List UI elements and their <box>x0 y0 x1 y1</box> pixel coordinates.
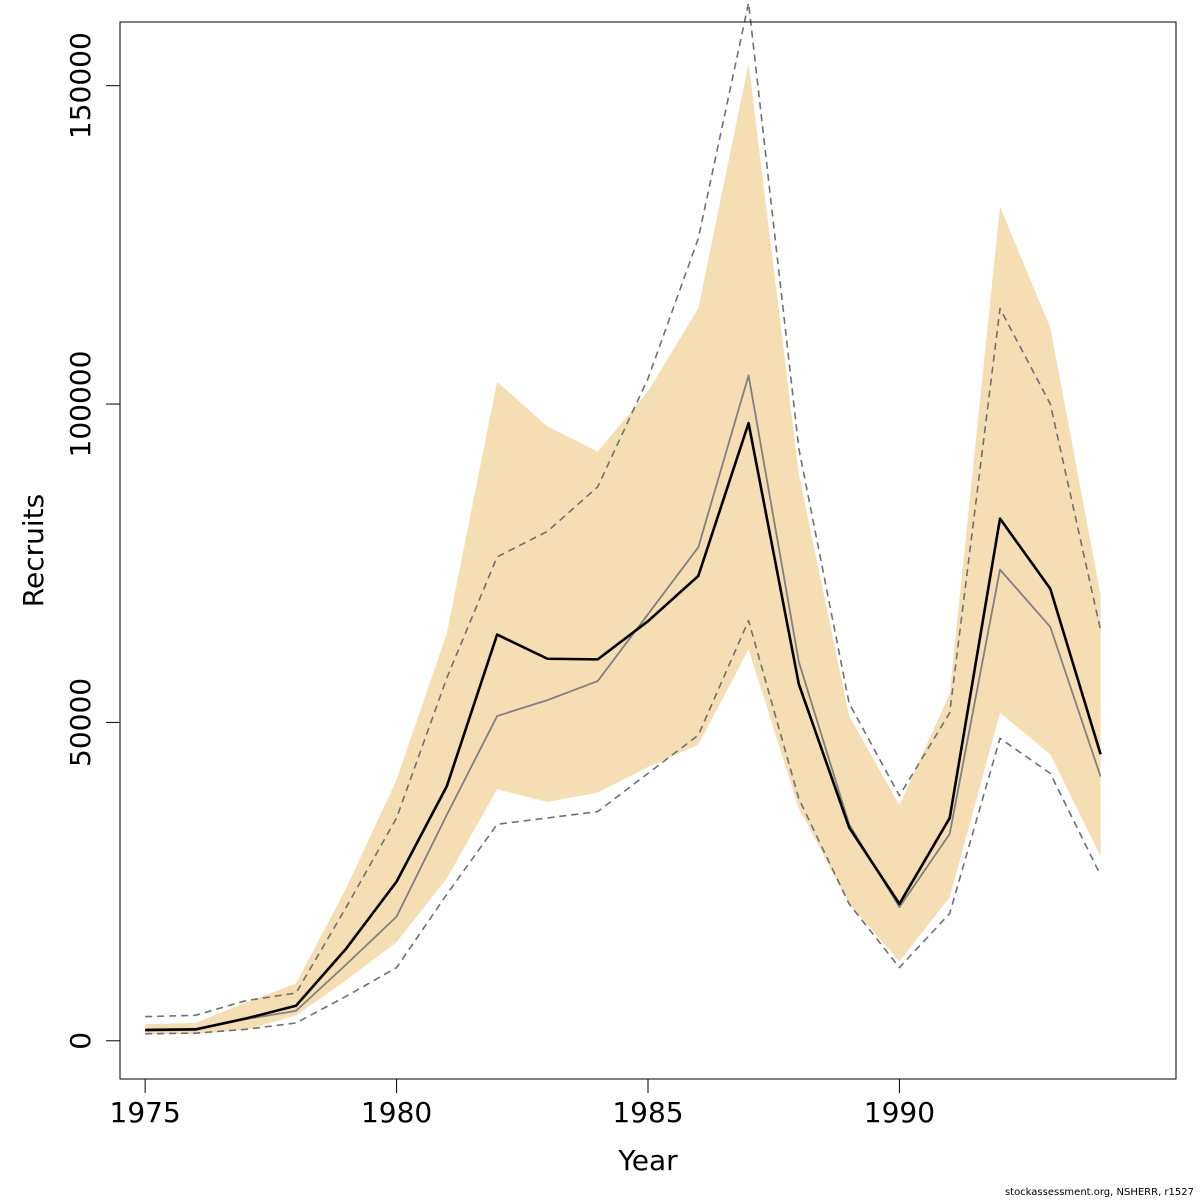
x-tick-label: 1985 <box>612 1096 683 1129</box>
series-lines-layer <box>145 2 1102 1035</box>
y-tick-label: 100000 <box>64 351 97 458</box>
main-estimate-line <box>145 421 1102 1032</box>
axes-layer: 1975 1980 1985 1990 0 50000 100000 150000 <box>64 32 935 1129</box>
secondary-estimate-line <box>145 374 1102 1032</box>
credit-text: stockassessment.org, NSHERR, r1527 <box>1004 1187 1194 1198</box>
y-tick-label: 150000 <box>64 32 97 139</box>
confidence-band-layer <box>145 63 1101 1035</box>
y-axis-title: Recruits <box>17 494 50 607</box>
confidence-band <box>145 63 1101 1035</box>
y-tick-label: 0 <box>64 1032 97 1050</box>
x-tick-label: 1980 <box>361 1096 432 1129</box>
x-tick-label: 1975 <box>110 1096 181 1129</box>
x-axis-title: Year <box>617 1144 678 1177</box>
dashed-lower-line <box>145 619 1102 1035</box>
y-tick-label: 50000 <box>64 678 97 767</box>
x-tick-label: 1990 <box>864 1096 935 1129</box>
dashed-upper-line <box>145 2 1102 1018</box>
